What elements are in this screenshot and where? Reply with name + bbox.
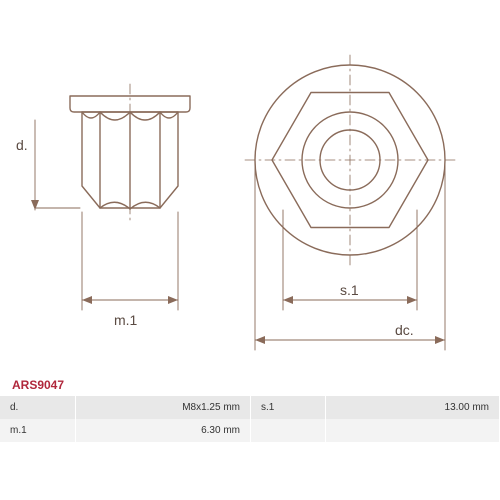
dim-d <box>31 120 80 210</box>
dim-m1 <box>82 212 178 310</box>
top-view <box>245 55 455 265</box>
label-d: d. <box>16 137 28 153</box>
spec-val <box>326 419 500 442</box>
spec-table: d. M8x1.25 mm s.1 13.00 mm m.1 6.30 mm <box>0 396 500 442</box>
spec-key: s.1 <box>250 396 325 419</box>
spec-val: 6.30 mm <box>75 419 250 442</box>
table-row: m.1 6.30 mm <box>0 419 500 442</box>
technical-drawing: d. m.1 s.1 dc. <box>0 0 500 370</box>
spec-val: M8x1.25 mm <box>75 396 250 419</box>
label-dc: dc. <box>395 322 414 338</box>
part-number: ARS9047 <box>12 378 64 392</box>
spec-key: d. <box>0 396 75 419</box>
spec-key <box>250 419 325 442</box>
side-view <box>70 84 190 222</box>
spec-key: m.1 <box>0 419 75 442</box>
spec-val: 13.00 mm <box>326 396 500 419</box>
label-m1: m.1 <box>114 312 138 328</box>
table-row: d. M8x1.25 mm s.1 13.00 mm <box>0 396 500 419</box>
label-s1: s.1 <box>340 282 359 298</box>
